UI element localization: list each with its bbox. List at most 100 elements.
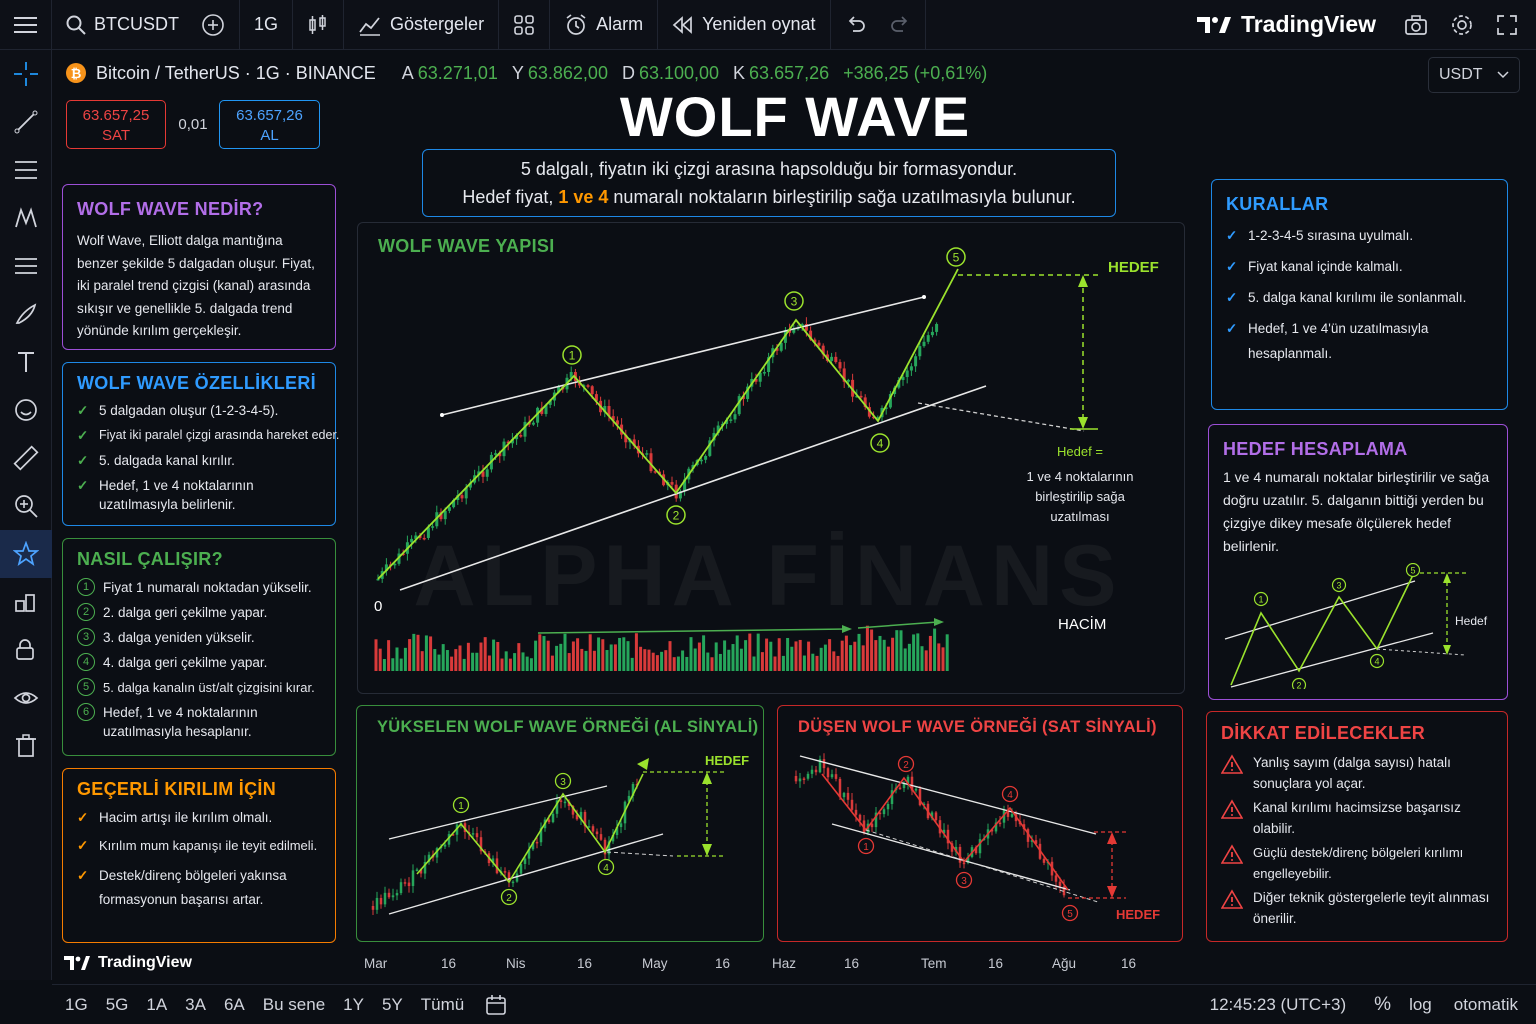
fib-tool[interactable] (0, 146, 52, 194)
alarm-button[interactable]: Alarm (550, 0, 659, 50)
calc-diagram: Hedef 1 2 3 4 5 (1224, 563, 1488, 689)
symbol-label: BTCUSDT (94, 14, 179, 34)
check-icon: ✓ (77, 403, 89, 418)
candle-body (767, 357, 771, 373)
range-6a[interactable]: 6A (223, 994, 245, 1014)
volume-bar (748, 633, 752, 671)
range-1a[interactable]: 1A (146, 994, 168, 1014)
candle-body (619, 823, 623, 828)
candle-body (858, 814, 862, 821)
volume-bar (807, 641, 811, 671)
candle-body (395, 893, 399, 896)
range-all[interactable]: Tümü (420, 994, 465, 1014)
visibility-tool[interactable] (0, 674, 52, 722)
calc-point-4: 4 (1369, 653, 1385, 669)
delete-tool[interactable] (0, 722, 52, 770)
candle-body (403, 882, 407, 884)
templates-tool[interactable] (0, 578, 52, 626)
buy-price: 63.657,26 (236, 107, 303, 124)
lock-tool[interactable] (0, 626, 52, 674)
candle-body (599, 834, 603, 840)
candle-body (531, 841, 535, 850)
camera-icon[interactable] (1404, 14, 1428, 36)
candle-body (586, 385, 590, 387)
caution-title: DİKKAT EDİLECEKLER (1221, 723, 1426, 743)
undo-icon[interactable] (845, 15, 867, 35)
range-ytd[interactable]: Bu sene (262, 994, 326, 1014)
bear-point-4: 4 (1001, 785, 1019, 803)
close-value: 63.657,26 (749, 62, 830, 83)
symbol-search[interactable]: BTCUSDT (52, 0, 240, 50)
list-item: Diğer teknik göstergelerle teyit alınmas… (1221, 887, 1493, 929)
range-1g[interactable]: 1G (65, 994, 88, 1014)
calc-title: HEDEF HESAPLAMA (1223, 439, 1408, 459)
trendline-tool[interactable] (0, 98, 52, 146)
drawing-toolbar (0, 50, 52, 980)
text-tool[interactable] (0, 338, 52, 386)
replay-label: Yeniden oynat (702, 14, 816, 34)
list-item: ✓ Hacim artışı ile kırılım olmalı. (77, 808, 321, 827)
volume-bar (395, 647, 399, 671)
favorites-tool[interactable] (0, 530, 52, 578)
add-symbol-icon[interactable] (201, 13, 225, 37)
prediction-tool[interactable] (0, 242, 52, 290)
features-panel: WOLF WAVE ÖZELLİKLERİ ✓ 5 dalgadan oluşur… (62, 362, 340, 526)
calendar-icon[interactable] (485, 994, 507, 1016)
log-toggle[interactable]: log (1409, 994, 1432, 1014)
auto-toggle[interactable]: otomatik (1453, 994, 1518, 1014)
candle-body (846, 379, 850, 382)
volume-bar (886, 646, 890, 671)
indicators-label: Göstergeler (390, 14, 485, 34)
candle-body (563, 801, 567, 804)
candle-body (678, 491, 682, 499)
interval-button[interactable]: 1G (240, 0, 294, 50)
candle-body (946, 829, 950, 844)
volume-bar (882, 639, 886, 671)
menu-button[interactable] (0, 0, 52, 50)
fullscreen-icon[interactable] (1496, 14, 1518, 36)
volume-bar (870, 629, 874, 671)
volume-bar (542, 636, 546, 671)
replay-button[interactable]: Yeniden oynat (658, 0, 831, 50)
gear-icon[interactable] (1450, 13, 1474, 37)
brush-tool[interactable] (0, 290, 52, 338)
volume-bar (878, 635, 882, 671)
volume-bar (378, 648, 382, 671)
range-3a[interactable]: 3A (185, 994, 206, 1014)
clock-readout[interactable]: 12:45:23 (UTC+3) (1209, 994, 1347, 1014)
candle-body (649, 453, 653, 472)
candle-body (842, 368, 846, 382)
feature-text: Fiyat iki paralel çizgi arasında hareket… (99, 428, 340, 442)
candle-body (447, 507, 451, 511)
redo-icon[interactable] (889, 15, 911, 35)
pattern-tool[interactable] (0, 194, 52, 242)
volume-bar (899, 630, 903, 671)
chart-type-button[interactable] (293, 0, 345, 50)
sell-button[interactable]: 63.657,25 SAT (66, 100, 166, 149)
range-1y[interactable]: 1Y (343, 994, 364, 1014)
indicators-button[interactable]: Göstergeler (344, 0, 500, 50)
candle-body (758, 372, 762, 382)
volume-bar (844, 635, 848, 671)
candle-body (607, 841, 611, 855)
currency-select[interactable]: USDT (1428, 57, 1520, 93)
range-5g[interactable]: 5G (105, 994, 129, 1014)
candle-body (1006, 809, 1010, 817)
crosshair-tool[interactable] (0, 50, 52, 98)
interval-label: 1G (254, 14, 279, 34)
candle-body (930, 812, 934, 819)
volume-bar (483, 637, 487, 671)
buy-button[interactable]: 63.657,26 AL (219, 100, 320, 149)
emoji-tool[interactable] (0, 386, 52, 434)
candle-body (838, 778, 842, 798)
candle-body (399, 882, 403, 894)
range-5y[interactable]: 5Y (381, 994, 403, 1014)
volume-bar (563, 633, 567, 671)
candle-body (627, 795, 631, 802)
candle-body (867, 407, 871, 417)
layouts-button[interactable] (499, 0, 551, 50)
ruler-tool[interactable] (0, 434, 52, 482)
zoom-tool[interactable] (0, 482, 52, 530)
percent-toggle[interactable]: % (1374, 993, 1392, 1015)
volume-bar (790, 646, 794, 671)
